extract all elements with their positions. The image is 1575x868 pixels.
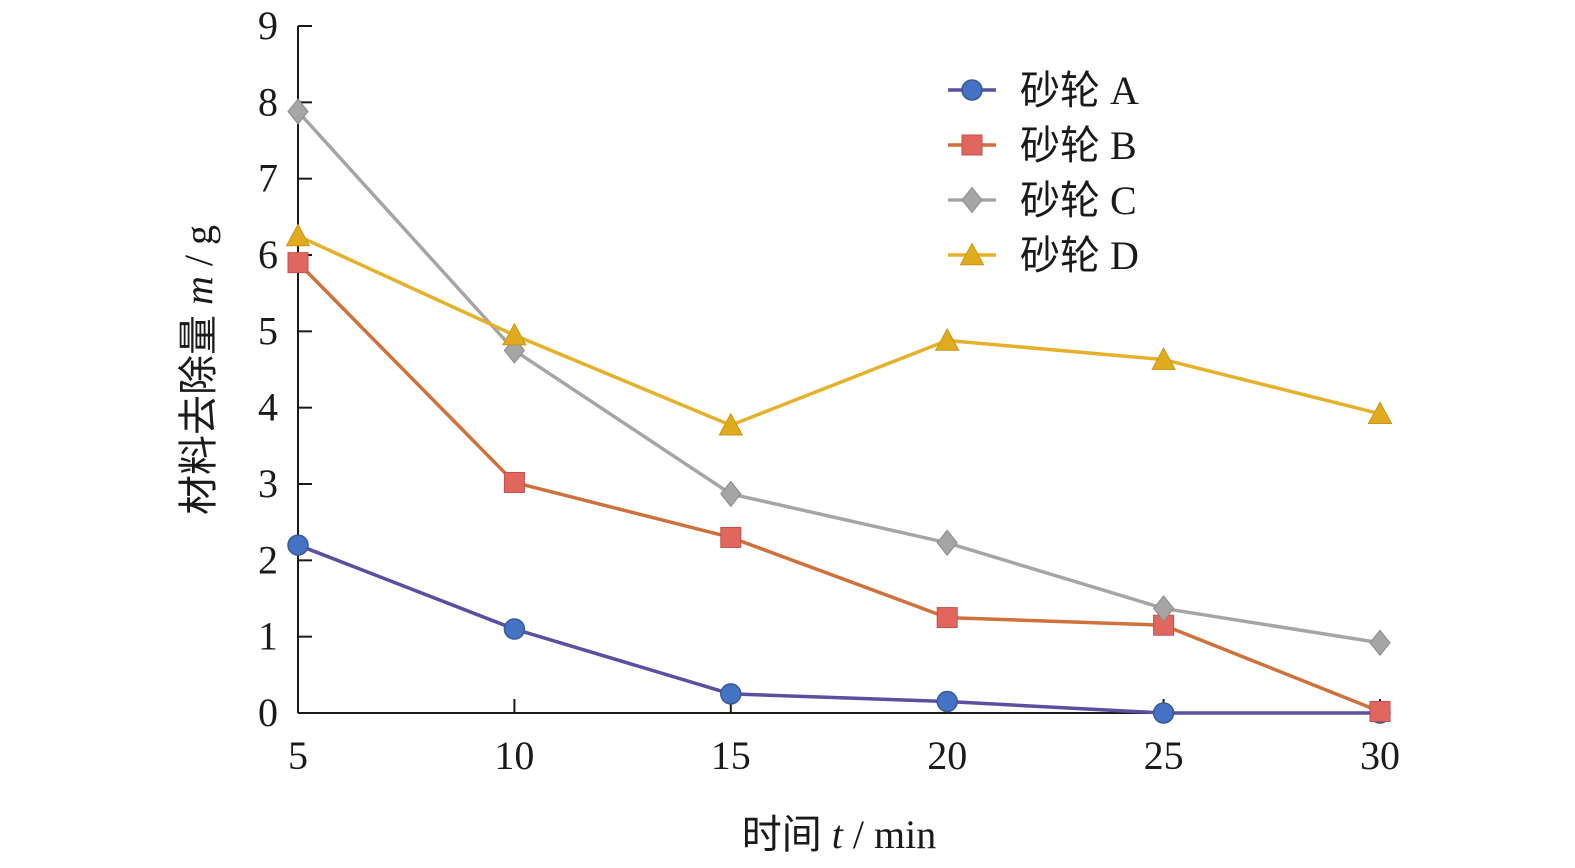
data-point-square bbox=[936, 607, 958, 629]
y-tick-label: 5 bbox=[258, 308, 278, 353]
data-point-circle bbox=[720, 683, 742, 705]
x-tick-label: 20 bbox=[927, 733, 967, 778]
legend-label: 砂轮 D bbox=[1020, 233, 1139, 278]
data-point-triangle bbox=[718, 412, 744, 436]
series-line bbox=[296, 261, 1381, 714]
legend-label: 砂轮 C bbox=[1020, 178, 1137, 223]
y-tick-label: 9 bbox=[258, 3, 278, 48]
legend-label: 砂轮 B bbox=[1020, 123, 1137, 168]
data-point-triangle bbox=[959, 242, 985, 266]
data-point-circle bbox=[936, 690, 958, 713]
x-tick-label: 15 bbox=[711, 733, 751, 778]
legend-item: 砂轮 C bbox=[948, 178, 1137, 223]
legend-item: 砂轮 D bbox=[948, 233, 1139, 278]
data-point-diamond bbox=[720, 480, 742, 508]
legend-label: 砂轮 A bbox=[1020, 68, 1139, 113]
x-ticks: 5 10 15 20 25 30 bbox=[288, 699, 1400, 778]
series-diamond bbox=[287, 98, 1391, 657]
series-triangle bbox=[285, 223, 1393, 436]
series-line bbox=[296, 110, 1381, 645]
data-point-square bbox=[1369, 700, 1391, 722]
y-tick-label: 2 bbox=[258, 537, 278, 582]
data-point-square bbox=[961, 134, 983, 156]
data-point-triangle bbox=[285, 223, 311, 247]
data-point-circle bbox=[961, 79, 983, 101]
data-point-triangle bbox=[1151, 347, 1176, 370]
data-point-diamond bbox=[1152, 595, 1175, 622]
series-circle bbox=[287, 534, 1391, 724]
series-line bbox=[297, 234, 1381, 427]
data-point-square bbox=[720, 526, 742, 548]
legend-item: 砂轮 B bbox=[948, 123, 1137, 168]
data-point-circle bbox=[503, 618, 526, 640]
y-axis-title: 材料去除量 m / g bbox=[176, 225, 221, 515]
data-point-diamond bbox=[1369, 629, 1391, 657]
series-layer bbox=[285, 98, 1393, 724]
data-point-diamond bbox=[936, 529, 958, 557]
y-tick-label: 7 bbox=[258, 156, 278, 201]
legend: 砂轮 A 砂轮 B 砂轮 C 砂轮 D bbox=[948, 68, 1139, 278]
data-point-square bbox=[287, 252, 309, 274]
data-point-triangle bbox=[1367, 401, 1393, 425]
y-tick-label: 8 bbox=[258, 79, 278, 124]
y-tick-label: 6 bbox=[258, 232, 278, 277]
x-tick-label: 30 bbox=[1360, 733, 1400, 778]
data-point-diamond bbox=[961, 186, 983, 214]
data-point-square bbox=[503, 471, 525, 493]
x-tick-label: 10 bbox=[494, 733, 534, 778]
x-axis-title: 时间 t / min bbox=[742, 812, 936, 857]
x-tick-label: 5 bbox=[288, 733, 308, 778]
data-point-triangle bbox=[934, 327, 960, 351]
data-point-circle bbox=[1152, 702, 1175, 724]
series-line bbox=[297, 543, 1380, 715]
data-point-triangle bbox=[502, 322, 527, 346]
y-tick-label: 4 bbox=[258, 385, 278, 430]
y-tick-label: 0 bbox=[258, 690, 278, 735]
axes bbox=[297, 26, 1380, 714]
data-point-circle bbox=[287, 534, 309, 556]
series-square bbox=[287, 252, 1391, 722]
y-tick-label: 1 bbox=[258, 614, 278, 659]
y-tick-label: 3 bbox=[258, 461, 278, 506]
legend-item: 砂轮 A bbox=[948, 68, 1139, 113]
y-ticks: 0 1 2 3 4 5 6 7 8 9 bbox=[258, 3, 312, 735]
x-tick-label: 25 bbox=[1144, 733, 1184, 778]
data-point-diamond bbox=[287, 98, 309, 125]
